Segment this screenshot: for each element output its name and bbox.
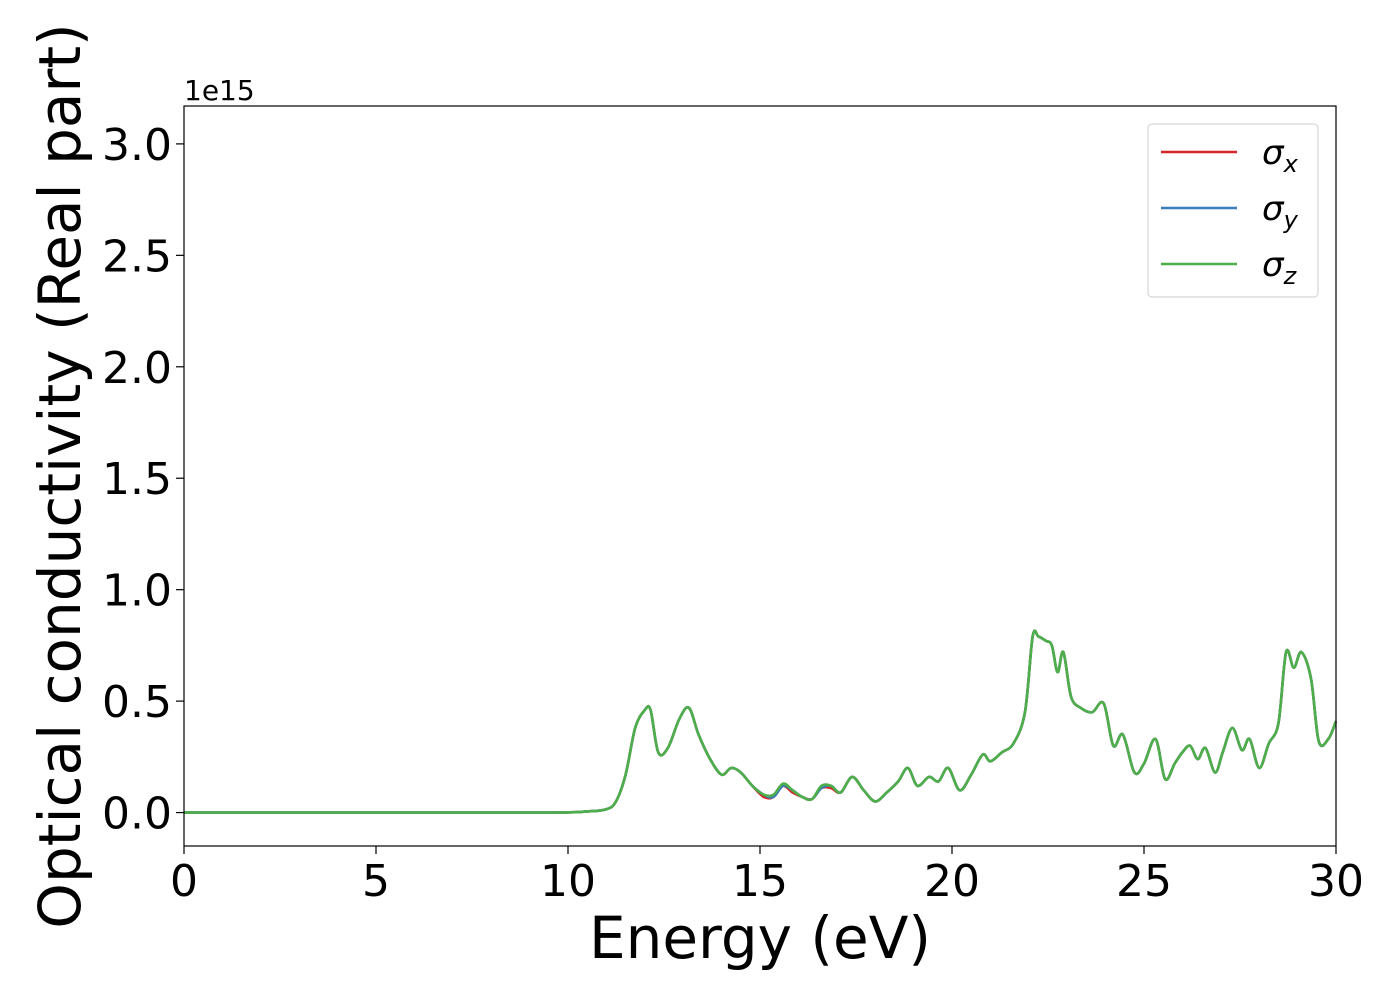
x-axis-label: Energy (eV) (589, 904, 931, 972)
y-offset-label: 1e15 (184, 74, 255, 107)
sigma-y-line (183, 629, 1338, 814)
x-tick-label: 30 (1308, 856, 1364, 907)
series-layer (183, 629, 1338, 814)
legend-symbol: σ (1262, 189, 1285, 229)
legend-box (1147, 123, 1319, 298)
y-tick-label: 1.5 (102, 454, 172, 505)
legend-symbol: σ (1262, 133, 1285, 173)
y-tick-label: 3.0 (102, 120, 172, 171)
legend-label-y: σy (1262, 189, 1299, 234)
legend-subscript: z (1283, 262, 1298, 290)
y-tick-label: 2.0 (102, 343, 172, 394)
legend-label-x: σx (1262, 133, 1299, 178)
x-tick-label: 15 (732, 856, 788, 907)
x-tick-label: 5 (362, 856, 390, 907)
y-tick-label: 1.0 (102, 566, 172, 617)
x-axis-ticks: 0 5 10 15 20 25 30 (170, 846, 1364, 907)
legend-subscript: y (1283, 206, 1299, 234)
x-tick-label: 10 (540, 856, 596, 907)
sigma-x-line (183, 629, 1338, 814)
y-tick-label: 0.0 (102, 789, 172, 840)
sigma-z-line (183, 629, 1338, 814)
x-tick-label: 20 (924, 856, 980, 907)
x-tick-label: 25 (1116, 856, 1172, 907)
legend-label-z: σz (1262, 245, 1298, 290)
legend-subscript: x (1283, 150, 1299, 178)
y-tick-label: 0.5 (102, 677, 172, 728)
x-tick-label: 0 (170, 856, 198, 907)
y-tick-label: 2.5 (102, 231, 172, 282)
legend-symbol: σ (1262, 245, 1285, 285)
y-axis-ticks: 0.0 0.5 1.0 1.5 2.0 2.5 3.0 (102, 120, 184, 840)
y-axis-label: Optical conductivity (Real part) (26, 23, 94, 928)
